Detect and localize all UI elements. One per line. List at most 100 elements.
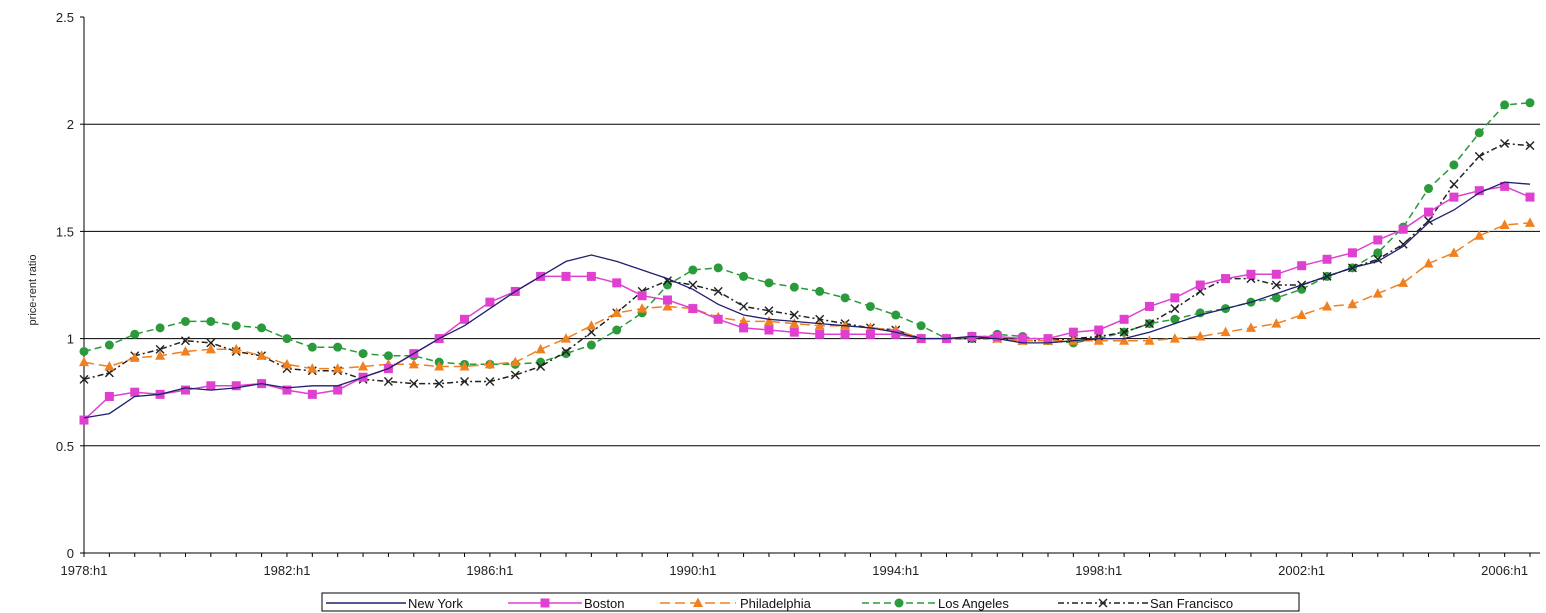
series-san-francisco	[79, 139, 1535, 389]
data-point-circle	[130, 329, 140, 339]
data-point-square	[206, 381, 216, 391]
data-point-x	[1525, 141, 1535, 151]
data-point-square	[485, 297, 495, 307]
data-point-x	[1449, 179, 1459, 189]
x-marker-stroke	[1271, 280, 1281, 290]
legend-label: Boston	[584, 596, 624, 611]
data-point-square	[891, 329, 901, 339]
data-point-square	[1043, 334, 1053, 344]
data-point-square	[1424, 207, 1434, 217]
data-point-circle	[180, 316, 190, 326]
gridlines	[80, 16, 1540, 554]
data-point-x	[206, 338, 216, 348]
data-point-square	[1347, 248, 1357, 258]
data-point-circle	[231, 321, 241, 331]
data-point-square	[1246, 269, 1256, 279]
data-point-square	[1474, 186, 1484, 196]
data-point-triangle	[1068, 335, 1079, 345]
data-point-x	[1119, 327, 1129, 337]
data-point-x	[409, 379, 419, 389]
y-axis-label: price-rent ratio	[27, 255, 39, 326]
x-marker-stroke	[1170, 304, 1180, 314]
data-point-triangle	[865, 322, 876, 332]
series-line	[83, 102, 1531, 366]
x-tick-labels: 1978:h1 1982:h1 1986:h1 1990:h1 1994:h1 1998:…	[61, 563, 1529, 578]
series-lines	[79, 98, 1535, 425]
data-point-triangle	[1271, 318, 1282, 328]
x-marker-stroke	[1398, 239, 1408, 249]
y-tick-label: 0	[67, 546, 74, 561]
data-point-triangle	[1169, 333, 1180, 343]
data-point-square	[231, 381, 241, 391]
data-point-circle	[104, 340, 114, 350]
x-tick-label: 1986:h1	[466, 563, 513, 578]
data-point-circle	[840, 293, 850, 303]
y-tick-label: 1.5	[56, 224, 74, 239]
data-point-x	[485, 376, 495, 386]
data-point-circle	[383, 351, 393, 361]
data-point-triangle	[1372, 288, 1383, 298]
data-point-circle	[891, 310, 901, 320]
axes	[83, 17, 1540, 557]
data-point-x	[460, 376, 470, 386]
x-marker-stroke	[206, 338, 216, 348]
data-point-x	[1098, 598, 1108, 608]
x-marker-stroke	[1500, 139, 1510, 148]
data-point-triangle	[180, 345, 191, 356]
data-point-square	[1373, 235, 1383, 245]
x-marker-stroke	[485, 376, 495, 386]
y-tick-label: 2	[67, 117, 74, 132]
data-point-triangle	[611, 307, 622, 317]
data-point-square	[662, 295, 672, 305]
x-marker-stroke	[739, 301, 749, 311]
data-point-triangle	[1448, 247, 1459, 257]
data-point-square	[1297, 261, 1307, 271]
data-point-triangle	[307, 363, 318, 373]
data-point-square	[1068, 327, 1078, 337]
data-point-circle	[1500, 100, 1510, 110]
data-point-triangle	[1423, 258, 1434, 268]
data-point-square	[307, 389, 317, 399]
data-point-square	[282, 385, 292, 395]
x-tick-label: 1994:h1	[872, 563, 919, 578]
data-point-square	[1221, 274, 1231, 284]
data-point-x	[434, 379, 444, 389]
data-point-triangle	[332, 363, 343, 373]
series-line	[83, 181, 1531, 419]
data-point-circle	[1424, 184, 1434, 194]
data-point-triangle	[434, 360, 445, 371]
data-point-circle	[764, 278, 774, 288]
x-tick-label: 2006:h1	[1481, 563, 1528, 578]
data-point-circle	[1170, 314, 1180, 324]
legend-item: Philadelphia	[660, 596, 812, 611]
data-point-square	[815, 329, 825, 339]
y-tick-label: 2.5	[56, 10, 74, 25]
data-point-square	[1094, 325, 1104, 335]
data-point-square	[764, 325, 774, 335]
data-point-triangle	[586, 320, 597, 330]
x-tick-label: 2002:h1	[1278, 563, 1325, 578]
data-point-circle	[688, 265, 698, 275]
data-point-x	[789, 310, 799, 320]
data-point-square	[1500, 181, 1510, 191]
x-marker-stroke	[1144, 319, 1154, 329]
x-marker-stroke	[561, 346, 571, 356]
data-point-triangle	[1195, 330, 1206, 341]
legend-label: Philadelphia	[740, 596, 812, 611]
data-point-triangle	[535, 343, 546, 354]
series-line	[83, 222, 1531, 370]
y-tick-label: 1	[67, 332, 74, 347]
data-point-circle	[79, 346, 89, 356]
data-point-triangle	[662, 300, 673, 311]
data-point-triangle	[763, 315, 774, 326]
legend: New York Boston Philadelphia Los Angeles San…	[321, 592, 1300, 612]
data-point-square	[460, 314, 470, 324]
data-point-triangle	[814, 320, 825, 330]
data-point-square	[1018, 334, 1028, 344]
series-new-york	[83, 181, 1531, 419]
data-point-x	[1144, 319, 1154, 329]
x-tick-label: 1982:h1	[263, 563, 310, 578]
data-point-triangle	[1322, 300, 1333, 311]
legend-item: Los Angeles	[862, 596, 1009, 611]
